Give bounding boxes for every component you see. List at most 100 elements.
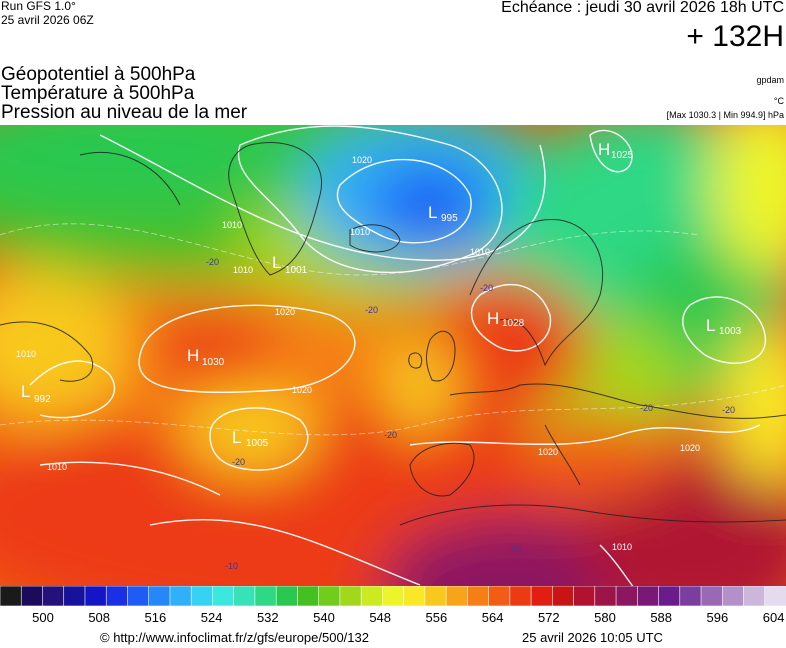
color-swatch [615, 586, 639, 607]
valid-time: Echéance : jeudi 30 avril 2026 18h UTC [501, 0, 784, 16]
pressure-center: L 1003 [706, 316, 742, 337]
color-scale-label: 540 [313, 610, 335, 625]
pressure-center: L 1001 [272, 253, 308, 276]
color-swatch [233, 586, 256, 607]
color-swatch [318, 586, 341, 607]
unit-celsius: °C [773, 96, 784, 106]
pressure-center: L 1005 [232, 428, 269, 449]
color-swatch [20, 586, 44, 607]
color-scale-label: 572 [537, 610, 560, 625]
svg-text:L: L [232, 428, 241, 447]
color-scale-label: 524 [200, 610, 223, 625]
svg-text:1028: 1028 [502, 318, 525, 329]
title-pressure: Pression au niveau de la mer [1, 102, 248, 123]
lead-time: + 132H [686, 20, 784, 53]
color-scale-label: 564 [481, 610, 504, 625]
svg-text:L: L [428, 203, 437, 222]
color-swatch [84, 586, 108, 607]
color-swatch [488, 586, 511, 607]
color-swatch [105, 586, 129, 607]
svg-text:L: L [21, 382, 30, 401]
isobar-label: 1020 [275, 307, 295, 317]
color-scale-label: 596 [706, 610, 729, 625]
color-swatch [467, 586, 490, 607]
isobar-label: 1010 [222, 220, 242, 230]
svg-text:1030: 1030 [202, 357, 225, 368]
color-swatch [700, 586, 724, 607]
pressure-center: H 1025 [598, 140, 634, 161]
color-scale-label: 508 [88, 610, 111, 625]
isobar-label: 1010 [47, 462, 67, 472]
color-scale [0, 586, 786, 607]
svg-text:995: 995 [441, 213, 458, 224]
pressure-center: L 992 [21, 382, 51, 405]
color-scale-label: 588 [650, 610, 673, 625]
color-swatch [42, 586, 65, 607]
svg-text:992: 992 [34, 394, 51, 405]
svg-text:L: L [272, 253, 281, 272]
source-url: © http://www.infoclimat.fr/z/gfs/europe/… [100, 630, 369, 645]
pressure-center: H 1030 [187, 346, 225, 368]
color-swatch [0, 586, 23, 607]
svg-text:1003: 1003 [719, 326, 742, 337]
isobar-label: 1010 [233, 265, 253, 275]
isobar-label: 1010 [350, 227, 370, 237]
isobar-label: 1020 [680, 443, 700, 453]
color-swatch [190, 586, 214, 607]
color-swatch [424, 586, 447, 607]
run-label: Run GFS 1.0° [1, 0, 76, 13]
color-scale-label: 532 [256, 610, 279, 625]
temperature-label: -10 [225, 561, 238, 571]
color-swatch [743, 586, 766, 607]
color-scale-label: 556 [425, 610, 448, 625]
color-swatch [275, 586, 299, 607]
color-scale-label: 500 [32, 610, 54, 625]
isobar-label: 1020 [352, 155, 372, 165]
isobar-label: 1010 [612, 542, 632, 552]
color-swatch [764, 586, 786, 607]
pressure-minmax: [Max 1030.3 | Min 994.9] hPa [666, 110, 784, 120]
isobar-label: 1010 [16, 349, 36, 359]
isobar-label: 1020 [292, 385, 312, 395]
svg-text:H: H [598, 140, 610, 159]
color-swatch [636, 586, 660, 607]
svg-text:1005: 1005 [246, 438, 269, 449]
temperature-label: -20 [232, 457, 245, 467]
isobar-label: 1010 [470, 247, 490, 257]
forecast-map: H 1025 L 995 L 1001 H 1030 H 1028 L 1003 [0, 125, 786, 586]
color-swatch [573, 586, 596, 607]
temperature-label: -20 [384, 430, 397, 440]
temperature-label: -20 [722, 405, 735, 415]
run-date: 25 avril 2026 06Z [1, 13, 94, 27]
color-scale-label: 604 [762, 610, 785, 625]
color-swatch [445, 586, 469, 607]
color-swatch [63, 586, 86, 607]
temperature-label: -20 [480, 283, 493, 293]
color-swatch [127, 586, 150, 607]
color-swatch [530, 586, 554, 607]
pressure-center: H 1028 [487, 309, 525, 329]
color-swatch [169, 586, 192, 607]
temperature-label: -20 [365, 305, 378, 315]
svg-text:H: H [487, 309, 499, 328]
color-scale-label: 516 [144, 610, 167, 625]
svg-text:1001: 1001 [285, 265, 308, 276]
color-scale-label: 580 [594, 610, 616, 625]
color-swatch [403, 586, 426, 607]
color-swatch [721, 586, 745, 607]
pressure-center: L 995 [428, 203, 458, 224]
temperature-label: -20 [640, 403, 653, 413]
color-swatch [297, 586, 320, 607]
unit-gpdam: gpdam [756, 75, 784, 85]
color-swatch [382, 586, 405, 607]
color-swatch [509, 586, 532, 607]
color-swatch [552, 586, 575, 607]
generated-time: 25 avril 2026 10:05 UTC [522, 630, 663, 645]
color-swatch [212, 586, 235, 607]
isobar-label: 1020 [538, 447, 558, 457]
title-geopotential: Géopotentiel à 500hPa [1, 64, 196, 85]
color-swatch [360, 586, 384, 607]
color-scale-label: 548 [369, 610, 392, 625]
color-swatch [148, 586, 171, 607]
svg-text:H: H [187, 346, 199, 365]
